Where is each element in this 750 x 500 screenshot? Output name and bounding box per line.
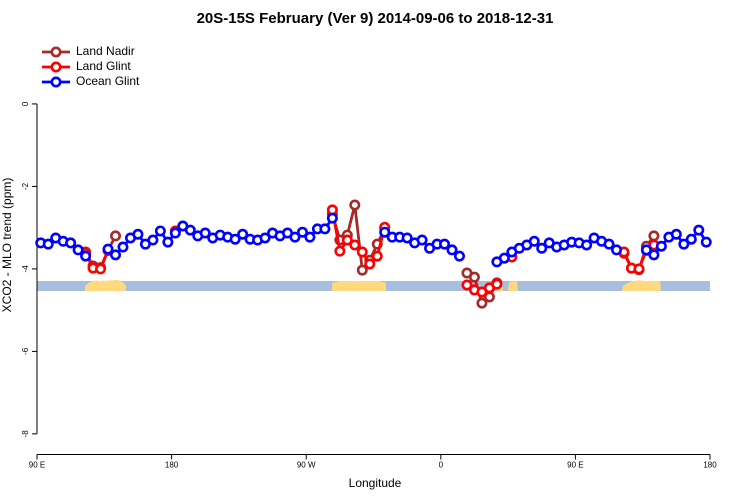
- data-point: [611, 244, 623, 256]
- data-point: [229, 233, 241, 245]
- data-point: [341, 234, 353, 246]
- data-point: [700, 236, 712, 248]
- legend-label: Land Glint: [76, 59, 131, 73]
- legend-label: Ocean Glint: [76, 74, 140, 88]
- data-point: [102, 243, 114, 255]
- data-point: [319, 223, 331, 235]
- data-point: [326, 212, 338, 224]
- data-point: [468, 271, 480, 283]
- data-point: [581, 239, 593, 251]
- x-axis-label: Longitude: [349, 476, 402, 490]
- data-point: [439, 238, 451, 250]
- data-point: [356, 246, 368, 258]
- x-tick-label: 90 E: [567, 461, 583, 470]
- data-point: [446, 244, 458, 256]
- data-point: [655, 240, 667, 252]
- legend-label: Land Nadir: [76, 44, 135, 58]
- y-tick-label: -4: [21, 265, 30, 273]
- data-point: [640, 244, 652, 256]
- data-point: [304, 231, 316, 243]
- data-point: [401, 232, 413, 244]
- data-point: [237, 228, 249, 240]
- data-point: [199, 227, 211, 239]
- data-point: [110, 230, 122, 242]
- data-point: [648, 230, 660, 242]
- data-point: [162, 236, 174, 248]
- data-point: [356, 264, 368, 276]
- y-tick-label: -2: [21, 182, 30, 190]
- data-point: [416, 234, 428, 246]
- data-point: [670, 228, 682, 240]
- series: [80, 204, 660, 298]
- data-point: [80, 250, 92, 262]
- data-point: [364, 258, 376, 270]
- data-point: [453, 250, 465, 262]
- legend-swatch-marker: [50, 76, 62, 88]
- data-point: [371, 250, 383, 262]
- legend-swatch-marker: [50, 61, 62, 73]
- data-point: [498, 252, 510, 264]
- data-point: [685, 233, 697, 245]
- data-point: [117, 241, 129, 253]
- chart-title: 20S-15S February (Ver 9) 2014-09-06 to 2…: [197, 10, 554, 27]
- data-point: [528, 235, 540, 247]
- data-point: [334, 245, 346, 257]
- data-point: [95, 263, 107, 275]
- y-tick-label: -8: [21, 430, 30, 438]
- data-point: [633, 263, 645, 275]
- data-point: [169, 227, 181, 239]
- x-tick-label: 180: [703, 461, 717, 470]
- data-point: [379, 226, 391, 238]
- x-tick-label: 0: [439, 461, 444, 470]
- surface-band: [37, 280, 710, 291]
- legend-swatch-marker: [50, 46, 62, 58]
- data-point: [154, 225, 166, 237]
- land-band: [332, 281, 386, 291]
- x-tick-label: 90 E: [29, 461, 45, 470]
- data-point: [349, 239, 361, 251]
- land-band: [508, 281, 518, 291]
- data-point: [184, 224, 196, 236]
- x-tick-label: 90 W: [297, 461, 316, 470]
- data-point: [648, 249, 660, 261]
- y-tick-label: -6: [21, 347, 30, 355]
- data-point: [536, 242, 548, 254]
- data-point: [147, 234, 159, 246]
- data-point: [110, 249, 122, 261]
- land-band: [622, 280, 661, 291]
- data-point: [461, 279, 473, 291]
- data-point: [349, 199, 361, 211]
- data-point: [491, 278, 503, 290]
- data-point: [72, 244, 84, 256]
- series: [35, 212, 712, 268]
- land-band: [85, 280, 126, 291]
- x-tick-label: 180: [165, 461, 179, 470]
- data-point: [693, 224, 705, 236]
- data-point: [132, 228, 144, 240]
- data-point: [678, 238, 690, 250]
- data-point: [259, 232, 271, 244]
- y-tick-label: 0: [21, 101, 30, 106]
- data-point: [289, 231, 301, 243]
- data-point: [65, 237, 77, 249]
- data-point: [603, 238, 615, 250]
- data-point: [476, 297, 488, 309]
- data-point: [296, 226, 308, 238]
- data-point: [42, 238, 54, 250]
- y-axis-label: XCO2 - MLO trend (ppm): [0, 178, 14, 313]
